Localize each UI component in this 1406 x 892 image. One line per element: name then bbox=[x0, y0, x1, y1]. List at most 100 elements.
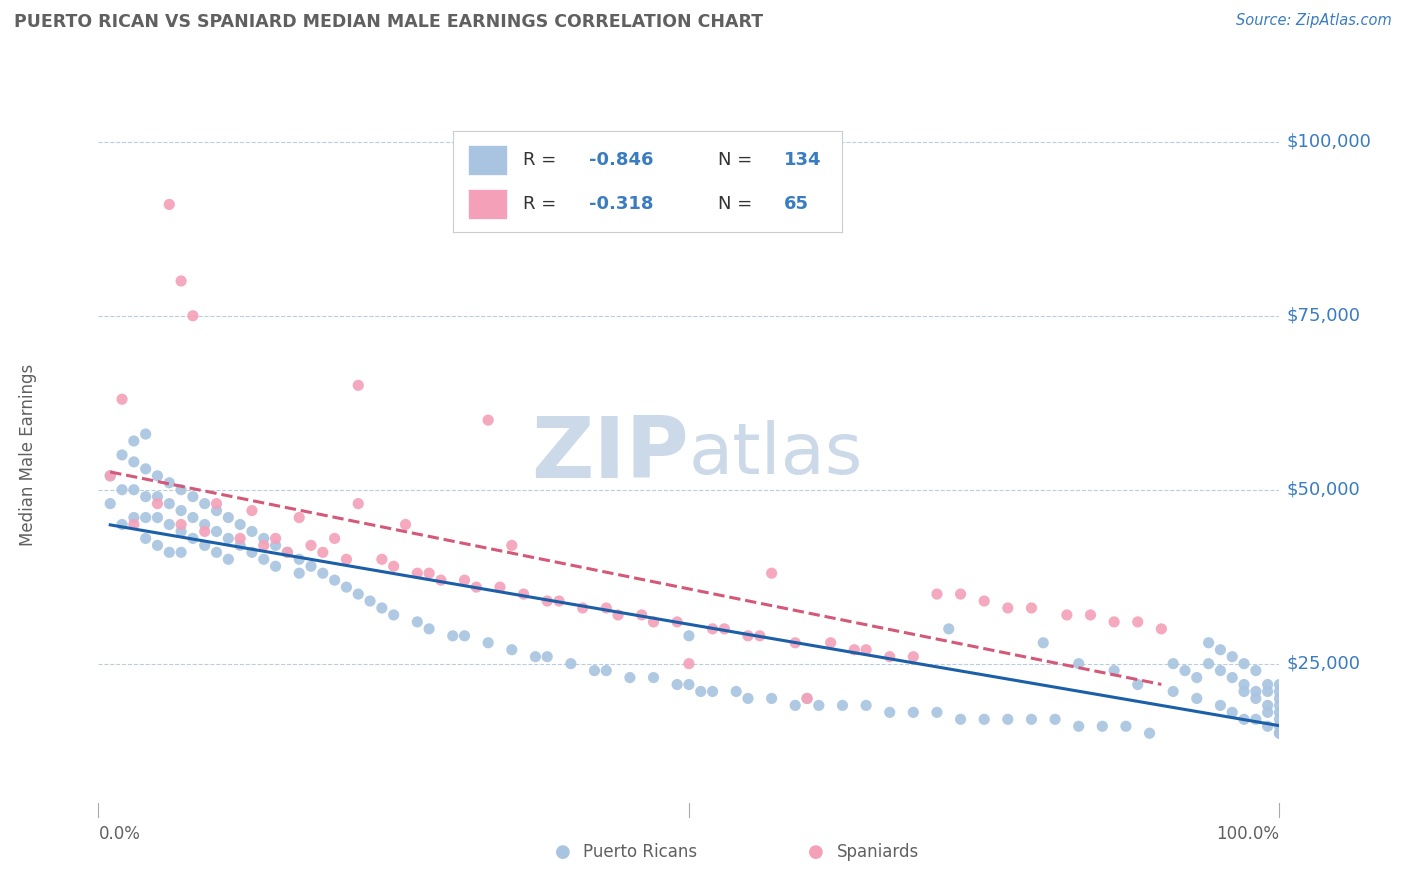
Point bbox=[785, 698, 807, 713]
Point bbox=[949, 712, 972, 726]
Point bbox=[229, 538, 252, 552]
Point bbox=[1043, 712, 1066, 726]
Point bbox=[571, 601, 593, 615]
Point bbox=[146, 510, 169, 524]
Point bbox=[678, 629, 700, 643]
Point bbox=[1102, 664, 1125, 678]
Point bbox=[181, 510, 204, 524]
Point bbox=[430, 573, 453, 587]
Point bbox=[1161, 684, 1184, 698]
Point bbox=[157, 545, 180, 559]
Point bbox=[111, 517, 134, 532]
FancyBboxPatch shape bbox=[468, 189, 508, 219]
Point bbox=[607, 607, 630, 622]
Text: N =: N = bbox=[717, 195, 758, 213]
Point bbox=[111, 392, 134, 407]
Point bbox=[1257, 677, 1279, 691]
Point bbox=[748, 629, 770, 643]
Point bbox=[678, 677, 700, 691]
Point bbox=[1021, 712, 1043, 726]
Point bbox=[548, 594, 571, 608]
Point bbox=[382, 607, 405, 622]
Point bbox=[194, 517, 217, 532]
Point bbox=[583, 664, 606, 678]
Point bbox=[1067, 719, 1090, 733]
Point bbox=[276, 545, 298, 559]
Point bbox=[501, 642, 523, 657]
Point bbox=[170, 524, 193, 539]
Point bbox=[170, 503, 193, 517]
Point bbox=[666, 677, 689, 691]
Point bbox=[1032, 636, 1054, 650]
Point bbox=[1257, 719, 1279, 733]
Point bbox=[157, 197, 180, 211]
Point bbox=[418, 566, 440, 581]
Text: $75,000: $75,000 bbox=[1286, 307, 1361, 325]
Point bbox=[170, 517, 193, 532]
Point bbox=[135, 490, 157, 504]
Point bbox=[406, 566, 429, 581]
Text: 134: 134 bbox=[785, 151, 821, 169]
Point bbox=[560, 657, 582, 671]
Point bbox=[146, 490, 169, 504]
Point bbox=[240, 503, 263, 517]
Point bbox=[170, 545, 193, 559]
Point bbox=[111, 448, 134, 462]
Point bbox=[1268, 712, 1291, 726]
Point bbox=[205, 545, 228, 559]
Point bbox=[1268, 677, 1291, 691]
Point bbox=[1257, 684, 1279, 698]
Point bbox=[122, 483, 145, 497]
Point bbox=[253, 552, 276, 566]
Point bbox=[111, 483, 134, 497]
Point bbox=[737, 629, 759, 643]
Point bbox=[347, 587, 370, 601]
Point bbox=[312, 545, 335, 559]
Point bbox=[713, 622, 735, 636]
Point bbox=[264, 532, 287, 546]
Point bbox=[194, 524, 217, 539]
Text: 65: 65 bbox=[785, 195, 808, 213]
Text: $50,000: $50,000 bbox=[1286, 481, 1360, 499]
Text: Spaniards: Spaniards bbox=[837, 843, 918, 861]
Point bbox=[1209, 698, 1232, 713]
Point bbox=[1150, 622, 1173, 636]
Point bbox=[477, 413, 499, 427]
Point bbox=[595, 664, 617, 678]
Point bbox=[807, 698, 830, 713]
Point bbox=[489, 580, 512, 594]
Point bbox=[619, 671, 641, 685]
Point bbox=[1091, 719, 1114, 733]
Point bbox=[135, 427, 157, 442]
Text: ●: ● bbox=[807, 843, 824, 861]
Point bbox=[264, 559, 287, 574]
Point bbox=[737, 691, 759, 706]
Point bbox=[335, 552, 357, 566]
Point bbox=[536, 594, 558, 608]
Point bbox=[1268, 706, 1291, 720]
Point bbox=[643, 671, 665, 685]
Point bbox=[1244, 691, 1267, 706]
Point bbox=[925, 706, 948, 720]
Point bbox=[678, 657, 700, 671]
Point bbox=[938, 622, 960, 636]
Point bbox=[1268, 726, 1291, 740]
Point bbox=[1220, 706, 1243, 720]
Point bbox=[181, 490, 204, 504]
Point bbox=[997, 712, 1019, 726]
Point bbox=[335, 580, 357, 594]
Point bbox=[1174, 664, 1197, 678]
Point bbox=[288, 566, 311, 581]
Point bbox=[253, 538, 276, 552]
Point bbox=[903, 706, 925, 720]
Point bbox=[689, 684, 711, 698]
Point bbox=[135, 532, 157, 546]
Point bbox=[1067, 657, 1090, 671]
Point bbox=[122, 510, 145, 524]
Point bbox=[394, 517, 416, 532]
Point bbox=[347, 497, 370, 511]
Point bbox=[1115, 719, 1137, 733]
Point bbox=[217, 532, 239, 546]
Point bbox=[879, 649, 901, 664]
Text: 0.0%: 0.0% bbox=[98, 825, 141, 843]
